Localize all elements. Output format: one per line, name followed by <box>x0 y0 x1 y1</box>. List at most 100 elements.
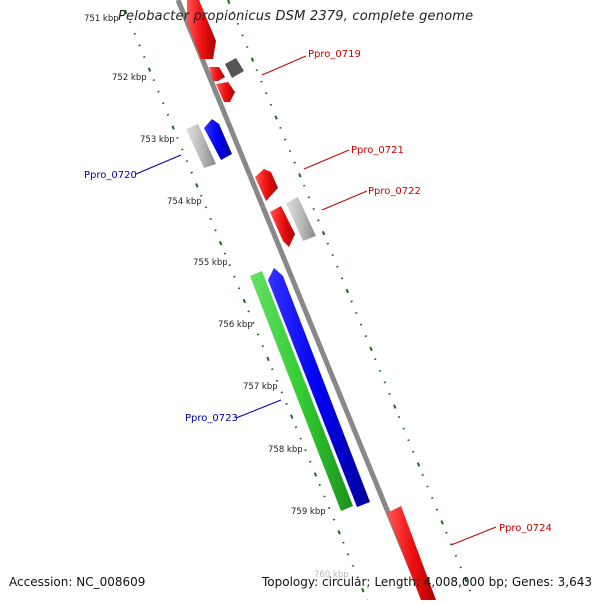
scale-tick-minor <box>413 451 414 452</box>
scale-label: 752 kbp <box>112 73 147 83</box>
scale-tick-minor <box>294 162 295 163</box>
scale-tick-major <box>244 299 246 303</box>
scale-tick-major <box>291 415 293 419</box>
scale-tick-minor <box>460 567 461 568</box>
length-text: Length: 4,008,000 bp; <box>374 575 507 589</box>
accession-text: Accession: NC_008609 <box>9 575 145 589</box>
scale-label: 755 kbp <box>193 258 228 268</box>
genes-count-text: Genes: 3,643 <box>512 575 592 589</box>
scale-tick-minor <box>229 264 230 265</box>
scale-tick-minor <box>329 507 330 508</box>
scale-tick-major <box>252 58 254 62</box>
gene-label-ppro-0724[interactable]: Ppro_0724 <box>499 523 552 534</box>
scale-tick-minor <box>239 288 240 289</box>
gene-label-ppro-0722[interactable]: Ppro_0722 <box>368 186 421 197</box>
scale-tick-minor <box>348 554 349 555</box>
scale-tick-major <box>228 0 230 4</box>
scale-tick-minor <box>404 428 405 429</box>
scale-tick-minor <box>168 114 169 115</box>
scale-tick-minor <box>158 91 159 92</box>
scale-tick-minor <box>310 461 311 462</box>
scale-tick-minor <box>304 185 305 186</box>
scale-tick-major <box>149 68 151 72</box>
callout-line-0723 <box>236 400 281 418</box>
scale-tick-minor <box>272 369 273 370</box>
genome-summary: Topology: circular;Length: 4,008,000 bp;… <box>262 575 596 589</box>
scale-tick-minor <box>206 207 207 208</box>
callout-line-0722 <box>322 191 367 210</box>
genome-title: Pelobacter propionicus DSM 2379, complet… <box>118 9 473 24</box>
scale-tick-minor <box>187 160 188 161</box>
scale-tick-minor <box>380 370 381 371</box>
scale-tick-minor <box>351 301 352 302</box>
scale-tick-minor <box>210 218 211 219</box>
scale-tick-minor <box>328 243 329 244</box>
scale-tick-minor <box>139 45 140 46</box>
scale-tick-minor <box>356 312 357 313</box>
scale-label: 757 kbp <box>243 382 278 392</box>
callout-line-0724 <box>451 527 496 545</box>
scale-tick-minor <box>182 149 183 150</box>
scale-tick-major <box>267 357 269 361</box>
scale-tick-minor <box>313 208 314 209</box>
scale-tick-minor <box>470 590 471 591</box>
callout-line-0719 <box>262 56 306 75</box>
gene-label-ppro-0723[interactable]: Ppro_0723 <box>185 413 238 424</box>
scale-tick-minor <box>337 266 338 267</box>
scale-tick-minor <box>375 359 376 360</box>
scale-tick-minor <box>135 33 136 34</box>
scale-tick-minor <box>266 93 267 94</box>
scale-tick-minor <box>290 150 291 151</box>
scale-tick-minor <box>154 79 155 80</box>
scale-tick-minor <box>324 496 325 497</box>
scale-tick-minor <box>353 565 354 566</box>
scale-tick-minor <box>446 532 447 533</box>
scale-tick-minor <box>305 450 306 451</box>
gene-arrow-blue-0723[interactable] <box>268 268 370 507</box>
scale-tick-minor <box>225 253 226 254</box>
scale-tick-minor <box>389 393 390 394</box>
gene-label-ppro-0721[interactable]: Ppro_0721 <box>351 145 404 156</box>
scale-tick-minor <box>342 278 343 279</box>
scale-label: 758 kbp <box>268 445 303 455</box>
scale-tick-minor <box>432 497 433 498</box>
scale-tick-minor <box>258 334 259 335</box>
scale-tick-minor <box>408 440 409 441</box>
scale-tick-major <box>299 174 301 178</box>
scale-tick-minor <box>399 416 400 417</box>
scale-tick-minor <box>361 324 362 325</box>
scale-tick-major <box>394 405 396 409</box>
scale-label: 754 kbp <box>167 197 202 207</box>
scale-tick-minor <box>285 139 286 140</box>
scale-tick-minor <box>318 220 319 221</box>
scale-tick-minor <box>271 104 272 105</box>
scale-tick-major <box>275 116 277 120</box>
scale-tick-minor <box>334 519 335 520</box>
scale-tick-minor <box>144 56 145 57</box>
scale-tick-minor <box>163 103 164 104</box>
scale-tick-minor <box>247 46 248 47</box>
gene-label-ppro-0720[interactable]: Ppro_0720 <box>84 170 137 181</box>
scale-tick-minor <box>286 403 287 404</box>
scale-tick-minor <box>261 81 262 82</box>
scale-tick-minor <box>385 382 386 383</box>
gene-labels: Ppro_0719 Ppro_0720 Ppro_0721 Ppro_0722 … <box>84 49 552 545</box>
scale-tick-minor <box>242 35 243 36</box>
scale-label: 756 kbp <box>218 320 253 330</box>
scale-tick-minor <box>282 392 283 393</box>
scale-tick-minor <box>215 230 216 231</box>
scale-tick-major <box>196 184 198 188</box>
scale-tick-minor <box>253 322 254 323</box>
gene-label-ppro-0719[interactable]: Ppro_0719 <box>308 49 361 60</box>
gene-box-dark[interactable] <box>225 58 244 78</box>
callout-line-0720 <box>136 155 181 174</box>
scale-tick-major <box>172 126 174 130</box>
scale-tick-minor <box>456 555 457 556</box>
scale-tick-minor <box>422 474 423 475</box>
scale-tick-minor <box>263 345 264 346</box>
scale-label: 753 kbp <box>140 135 175 145</box>
scale-tick-major <box>220 241 222 245</box>
scale-tick-major <box>418 463 420 467</box>
